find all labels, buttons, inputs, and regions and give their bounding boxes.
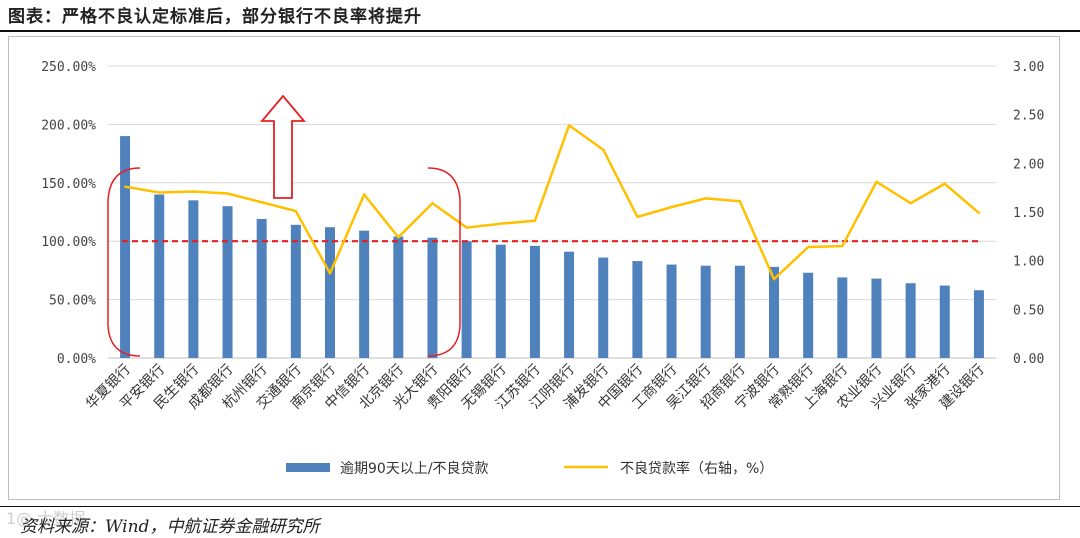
rate-point [431,202,434,205]
left-tick-label: 0.00% [57,352,96,367]
source-note: 资料来源：Wind，中航证券金融研究所 [20,517,320,537]
rate-point [841,244,844,248]
bar [495,244,506,358]
bar [393,236,404,358]
bar [734,265,745,358]
bar [461,241,472,358]
left-tick-label: 200.00% [41,118,96,133]
right-tick-label: 1.00 [1013,255,1044,270]
right-tick-label: 0.50 [1013,303,1044,318]
left-tick-label: 50.00% [49,294,96,309]
bar [700,265,711,358]
bar [120,136,131,358]
rate-point [328,272,332,275]
bar [905,283,916,358]
left-tick-label: 100.00% [41,235,96,250]
right-tick-label: 3.00 [1013,60,1044,75]
rate-point [806,245,810,249]
rate-point [397,236,400,239]
legend-label-line: 不良贷款率（右轴，%） [620,460,773,477]
rate-point [670,205,673,209]
bar [871,278,882,358]
annotations [107,94,461,357]
rate-point [738,200,742,203]
left-axis-ticks: 0.00% 50.00% 100.00% 150.00% 200.00% 250.00% [41,60,96,367]
rate-point [943,182,946,185]
line-series [123,124,981,281]
bar [325,227,335,358]
right-bracket [427,167,461,357]
source-rule [0,506,1080,507]
bar [222,206,233,358]
legend-swatch-bar [286,463,330,472]
rate-point [465,226,468,229]
watermark: 1@ 大数据 [6,509,86,528]
bar [973,290,984,358]
rate-point [499,222,502,225]
bar [529,245,540,358]
rate-line [124,124,980,281]
bar [939,285,950,358]
up-arrow-icon [260,94,306,199]
rate-point [602,148,605,151]
right-tick-label: 2.50 [1013,109,1044,124]
rate-point [772,277,776,281]
bar [154,194,165,358]
rate-point [226,192,229,195]
legend-label-bar: 逾期90天以上/不良贷款 [340,461,489,477]
left-tick-label: 150.00% [41,177,96,192]
rate-point [362,193,366,196]
rate-point [977,211,981,215]
rate-point [875,180,878,184]
rate-point [123,185,127,188]
bar [837,277,848,358]
right-tick-label: 1.50 [1013,206,1044,221]
legend: 逾期90天以上/不良贷款 不良贷款率（右轴，%） [286,460,773,477]
right-tick-label: 2.00 [1013,157,1044,172]
bar [256,219,267,358]
rate-point [909,202,912,205]
rate-point [636,215,639,219]
rate-point [192,190,195,193]
right-tick-label: 0.00 [1013,352,1044,367]
category-labels: 华夏银行平安银行民生银行成都银行杭州银行交通银行南京银行中信银行北京银行光大银行… [83,361,988,413]
rate-point [567,124,571,127]
rate-point [260,201,263,204]
title-rule [0,30,1080,32]
bar [598,257,609,358]
rate-point [158,191,161,194]
bar [803,272,814,358]
bar [427,237,438,358]
left-tick-label: 250.00% [41,60,96,75]
bar [188,200,199,358]
chart-frame [8,36,1060,500]
chart-title: 图表：严格不良认定标准后，部分银行不良率将提升 [8,7,422,27]
rate-point [533,219,537,222]
right-axis-ticks: 0.00 0.50 1.00 1.50 2.00 2.50 3.00 [1013,60,1044,367]
gridlines [108,65,996,359]
rate-point [294,209,298,213]
bar [632,261,643,358]
bar [290,224,301,358]
bar-series [120,136,984,358]
bar [359,230,370,358]
bar [769,266,779,358]
left-bracket [107,167,141,357]
rate-point [704,197,707,200]
bar [564,251,575,358]
bar [666,264,677,358]
